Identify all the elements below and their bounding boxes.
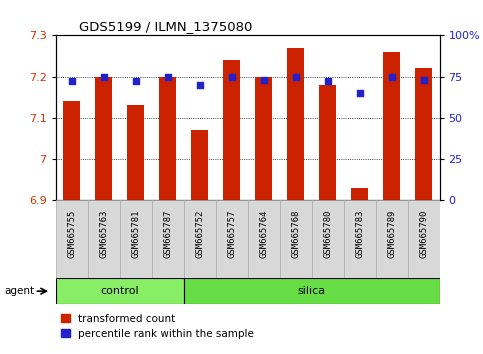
Legend: transformed count, percentile rank within the sample: transformed count, percentile rank withi… — [57, 310, 258, 343]
Point — [68, 79, 75, 84]
Point — [355, 90, 363, 96]
Point — [132, 79, 140, 84]
Text: GSM665790: GSM665790 — [419, 209, 428, 258]
Bar — [63, 101, 80, 200]
Point — [420, 77, 427, 83]
Point — [99, 74, 107, 79]
Bar — [280, 200, 312, 278]
Bar — [56, 200, 87, 278]
Text: GSM665768: GSM665768 — [291, 209, 300, 258]
Text: GSM665787: GSM665787 — [163, 209, 172, 258]
Text: GSM665763: GSM665763 — [99, 209, 108, 258]
Point — [164, 74, 171, 79]
Point — [260, 77, 268, 83]
Point — [388, 74, 396, 79]
Text: GSM665780: GSM665780 — [323, 209, 332, 258]
Bar — [215, 200, 248, 278]
Text: GSM665752: GSM665752 — [195, 209, 204, 258]
Bar — [383, 52, 400, 200]
Point — [196, 82, 203, 88]
Bar — [287, 48, 304, 200]
Bar — [159, 76, 176, 200]
Text: agent: agent — [4, 286, 35, 296]
Bar — [152, 200, 184, 278]
Point — [227, 74, 235, 79]
Text: GSM665764: GSM665764 — [259, 209, 268, 258]
Point — [324, 79, 331, 84]
Bar — [255, 76, 272, 200]
Bar — [87, 200, 120, 278]
Bar — [223, 60, 241, 200]
Text: control: control — [100, 286, 139, 296]
Text: GSM665757: GSM665757 — [227, 209, 236, 258]
Text: GSM665755: GSM665755 — [67, 209, 76, 258]
Bar — [319, 85, 336, 200]
Bar — [351, 188, 369, 200]
Bar — [408, 200, 440, 278]
Bar — [184, 278, 440, 304]
Bar — [248, 200, 280, 278]
Bar — [312, 200, 343, 278]
Point — [292, 74, 299, 79]
Text: GSM665781: GSM665781 — [131, 209, 140, 258]
Text: GDS5199 / ILMN_1375080: GDS5199 / ILMN_1375080 — [79, 20, 252, 33]
Bar — [95, 76, 113, 200]
Text: silica: silica — [298, 286, 326, 296]
Bar — [56, 278, 184, 304]
Text: GSM665789: GSM665789 — [387, 209, 396, 258]
Bar — [127, 105, 144, 200]
Bar — [191, 130, 208, 200]
Bar — [376, 200, 408, 278]
Bar — [343, 200, 376, 278]
Bar — [184, 200, 215, 278]
Bar — [415, 68, 432, 200]
Text: GSM665783: GSM665783 — [355, 209, 364, 258]
Bar — [120, 200, 152, 278]
